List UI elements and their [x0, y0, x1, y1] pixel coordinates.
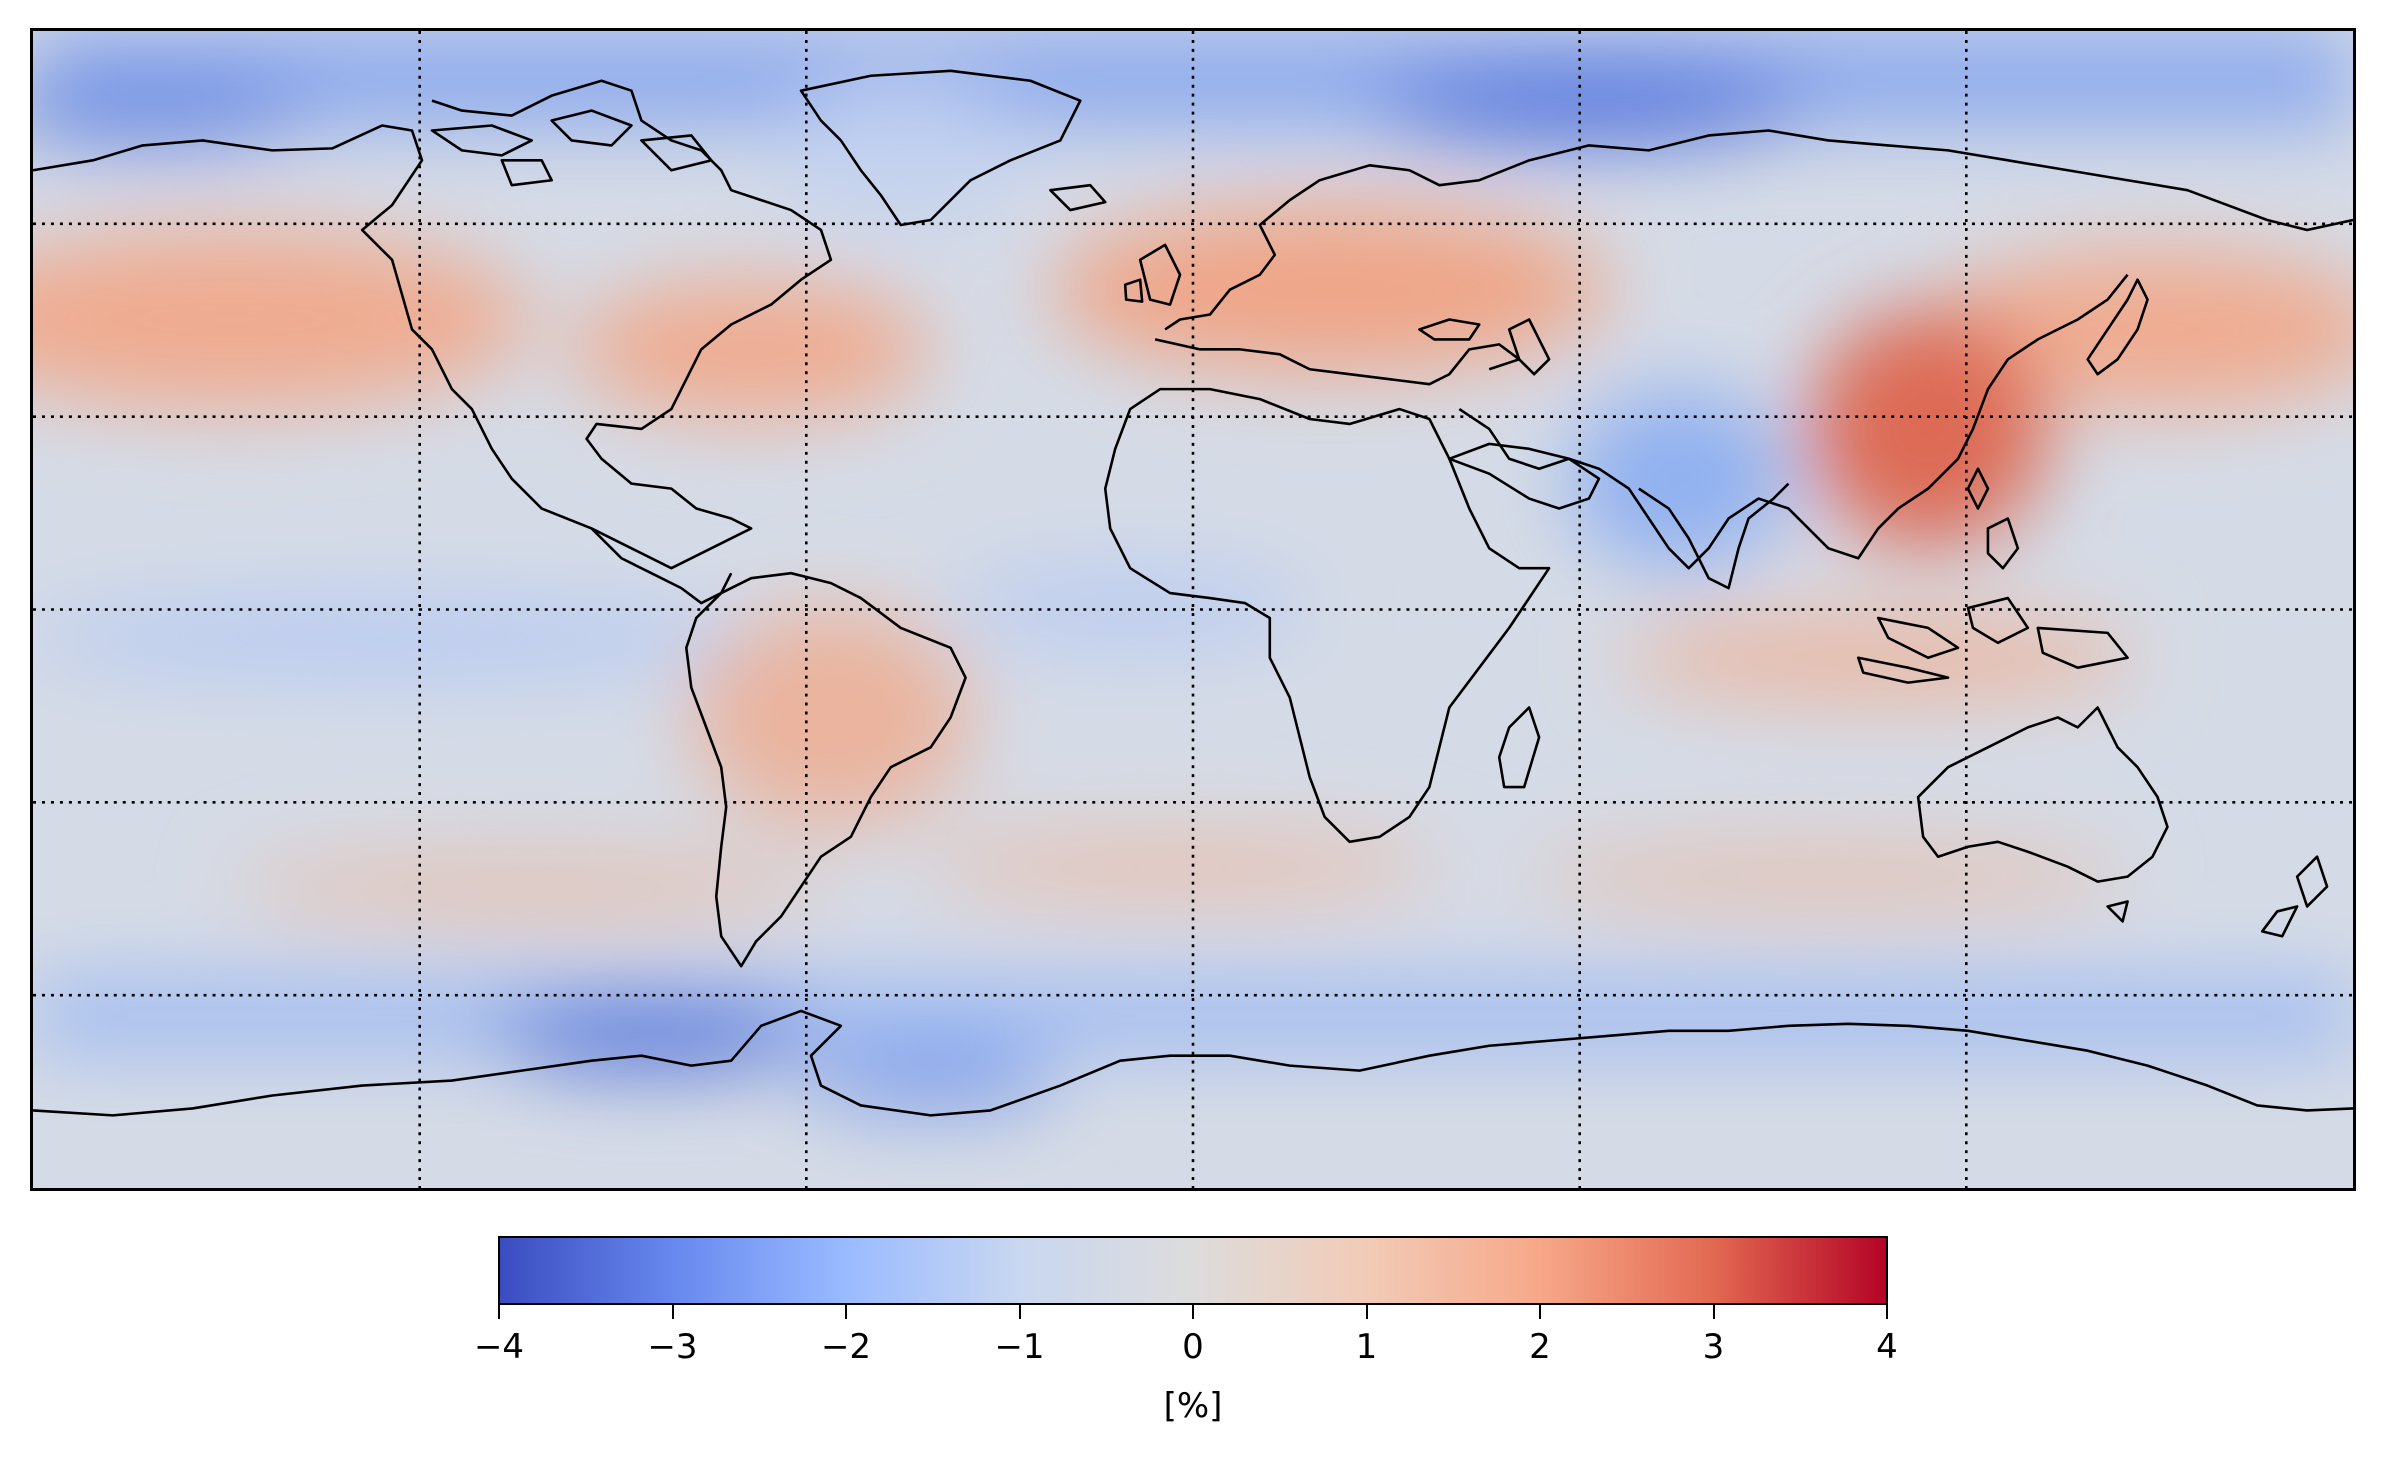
east-asia-coast [1458, 273, 2129, 570]
iceland [1049, 183, 1107, 212]
weddell-negative [801, 1050, 1061, 1111]
colorbar-tick-mark [498, 1305, 500, 1319]
world-map [33, 31, 2353, 1188]
world-map-panel [30, 28, 2356, 1191]
greenland-coast [799, 69, 1082, 227]
arctic-core [1369, 65, 1809, 146]
colorbar-tick-mark [1365, 1305, 1368, 1319]
black-caspian [1418, 318, 1551, 376]
greenland-negative [771, 80, 1031, 221]
madagascar [1497, 706, 1541, 789]
colorbar-unit-label: [%] [1163, 1386, 1223, 1426]
coastlines [33, 69, 2353, 1117]
canadian-archipelago [430, 109, 713, 187]
colorbar-tick-label: 4 [1876, 1327, 1898, 1367]
colorbar-tick-mark [1886, 1305, 1888, 1319]
colorbar-tick-mark [1712, 1305, 1715, 1319]
colorbar-tick-label: 2 [1529, 1327, 1551, 1367]
uk-ireland [1123, 243, 1182, 306]
south-america-positive [691, 608, 971, 827]
southern-ocean-band [33, 981, 2353, 1051]
graticule [33, 31, 2353, 1188]
colorbar-tick-mark [671, 1305, 674, 1319]
colorbar-gradient [500, 1238, 1886, 1303]
antarctica-coast [33, 1009, 2353, 1117]
east-asia-positive [1808, 309, 2048, 549]
colorbar-tick-mark [845, 1305, 847, 1319]
colorbar-tick-label: 3 [1702, 1327, 1725, 1367]
north-atlantic-positive [571, 279, 931, 419]
south-pacific-band [232, 851, 831, 922]
colorbar-tick-label: −4 [473, 1327, 525, 1367]
colorbar-tick-mark [1539, 1305, 1541, 1319]
india-negative [1569, 389, 1789, 569]
north-pacific-positive [33, 229, 532, 410]
south-america-coast [685, 571, 967, 968]
colorbar-fill [500, 1238, 1886, 1303]
north-america-coast [33, 79, 833, 570]
tropical-atlantic-negative [950, 563, 1310, 653]
colorbar-tick-label: −3 [647, 1327, 698, 1367]
colorbar [498, 1236, 1888, 1305]
south-atlantic-band [920, 831, 1440, 902]
philippines-taiwan [1966, 467, 2020, 570]
southern-ocean-core [491, 1000, 811, 1071]
tropical-negative-band [33, 598, 742, 678]
arctic-west [33, 75, 313, 146]
japan [2086, 278, 2149, 376]
tasmania-nz [2106, 855, 2329, 938]
india-coast [1638, 482, 1790, 590]
colorbar-tick-mark [1192, 1305, 1194, 1319]
colorbar-tick-label: −1 [994, 1327, 1045, 1367]
colorbar-tick-label: 0 [1182, 1327, 1204, 1367]
australia-coast [1916, 706, 2169, 883]
colorbar-tick-label: −2 [820, 1327, 872, 1367]
southeast-asia-islands [1856, 596, 2129, 684]
europe-positive [1050, 205, 1609, 375]
south-indian-band [1529, 841, 2128, 912]
mediterranean-coast [1154, 338, 1521, 386]
colorbar-tick-mark [1018, 1305, 1021, 1319]
north-pacific-east [1928, 249, 2353, 410]
eurasia-coast [1164, 129, 2353, 331]
arabia-coast [1448, 442, 1601, 510]
tropical-pacific-positive [1618, 612, 2138, 703]
colorbar-tick-label: 1 [1355, 1327, 1378, 1367]
africa-coast [1103, 387, 1551, 844]
